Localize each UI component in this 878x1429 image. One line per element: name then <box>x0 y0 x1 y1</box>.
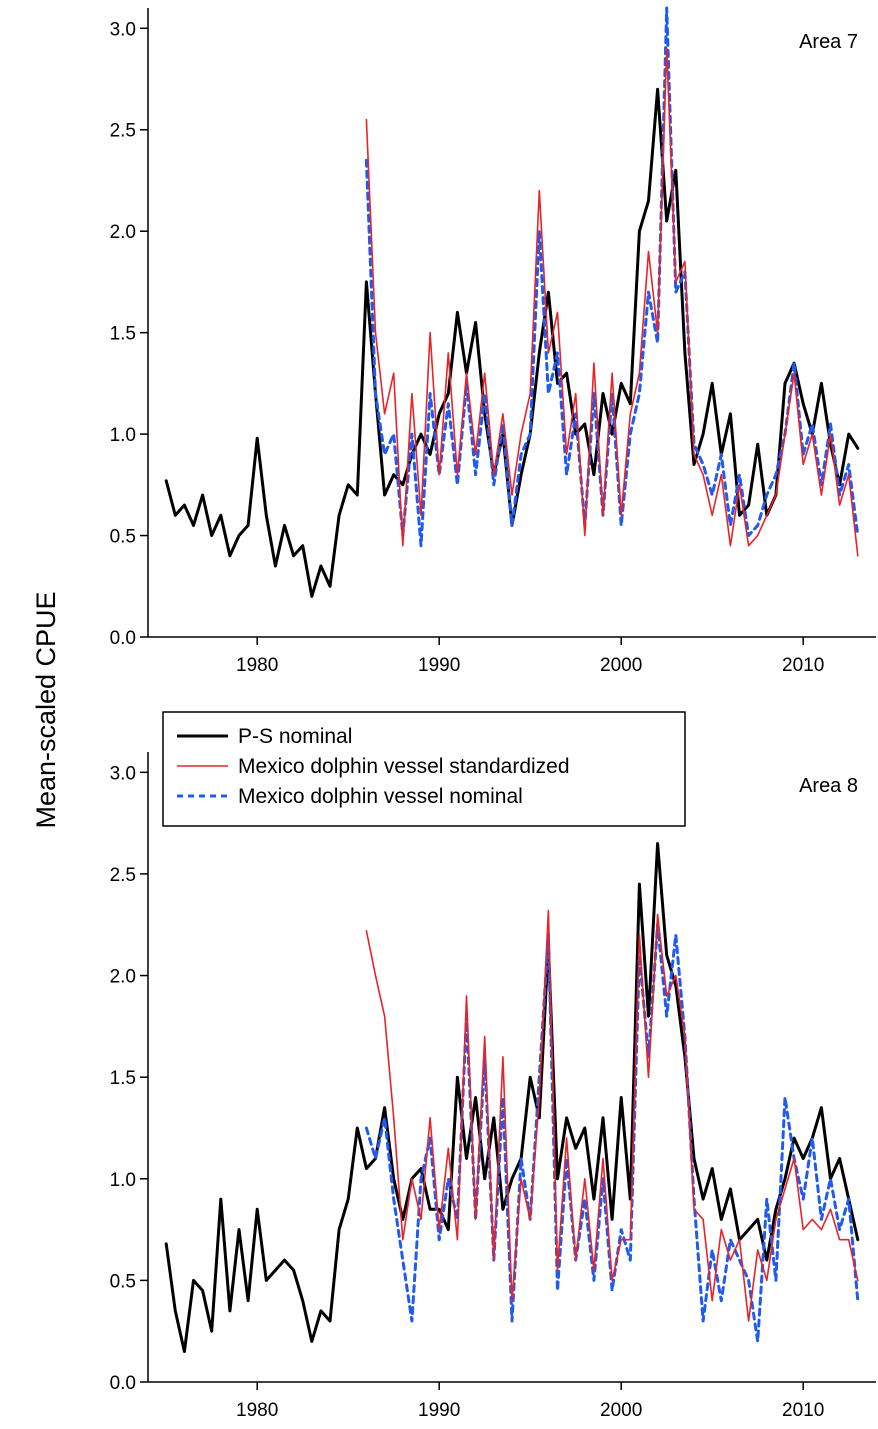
y-tick-label: 1.0 <box>110 425 136 446</box>
y-tick-label: 1.5 <box>110 324 136 345</box>
panel-area-7: 0.0 0.5 1.0 1.5 2.0 2.5 3.0 1980 1990 2000 2010 Are… <box>110 6 876 676</box>
legend-entry: P-S nominal <box>238 725 352 748</box>
y-tick-label: 2.5 <box>110 865 136 886</box>
series-line-ps-nominal <box>164 842 860 1353</box>
y-axis-label: Mean-scaled CPUE <box>31 591 61 828</box>
y-tick-label: 2.0 <box>110 967 136 988</box>
y-tick-label: 1.5 <box>110 1068 136 1089</box>
legend-entry: Mexico dolphin vessel nominal <box>238 785 523 808</box>
y-tick-label: 0.5 <box>110 1271 136 1292</box>
legend-entry: Mexico dolphin vessel standardized <box>238 755 570 778</box>
x-tick-label: 1990 <box>418 655 460 676</box>
y-tick-label: 2.5 <box>110 121 136 142</box>
series-line-mexico-nominal <box>364 923 860 1343</box>
series-line-mexico-nominal <box>364 6 860 548</box>
x-tick-label: 2010 <box>782 1400 824 1421</box>
y-tick-label: 0.0 <box>110 628 136 649</box>
legend: P-S nominal Mexico dolphin vessel standar… <box>162 711 686 827</box>
x-tick-label: 2010 <box>782 655 824 676</box>
y-tick-label: 3.0 <box>110 763 136 784</box>
y-tick-label: 0.5 <box>110 527 136 548</box>
y-tick-label: 2.0 <box>110 222 136 243</box>
y-tick-label: 0.0 <box>110 1373 136 1394</box>
x-tick-label: 2000 <box>600 655 642 676</box>
panel-label: Area 7 <box>799 31 858 53</box>
legend-box <box>162 711 686 827</box>
x-tick-label: 2000 <box>600 1400 642 1421</box>
y-tick-label: 3.0 <box>110 19 136 40</box>
series-line-mexico-standardized <box>365 47 859 557</box>
x-tick-label: 1980 <box>236 655 278 676</box>
y-tick-label: 1.0 <box>110 1170 136 1191</box>
series-line-mexico-standardized <box>365 909 859 1322</box>
x-tick-label: 1990 <box>418 1400 460 1421</box>
panel-label: Area 8 <box>799 775 858 797</box>
x-tick-label: 1980 <box>236 1400 278 1421</box>
panel-area-8: 0.0 0.5 1.0 1.5 2.0 2.5 3.0 1980 1990 2000 2010 Are… <box>110 752 876 1421</box>
